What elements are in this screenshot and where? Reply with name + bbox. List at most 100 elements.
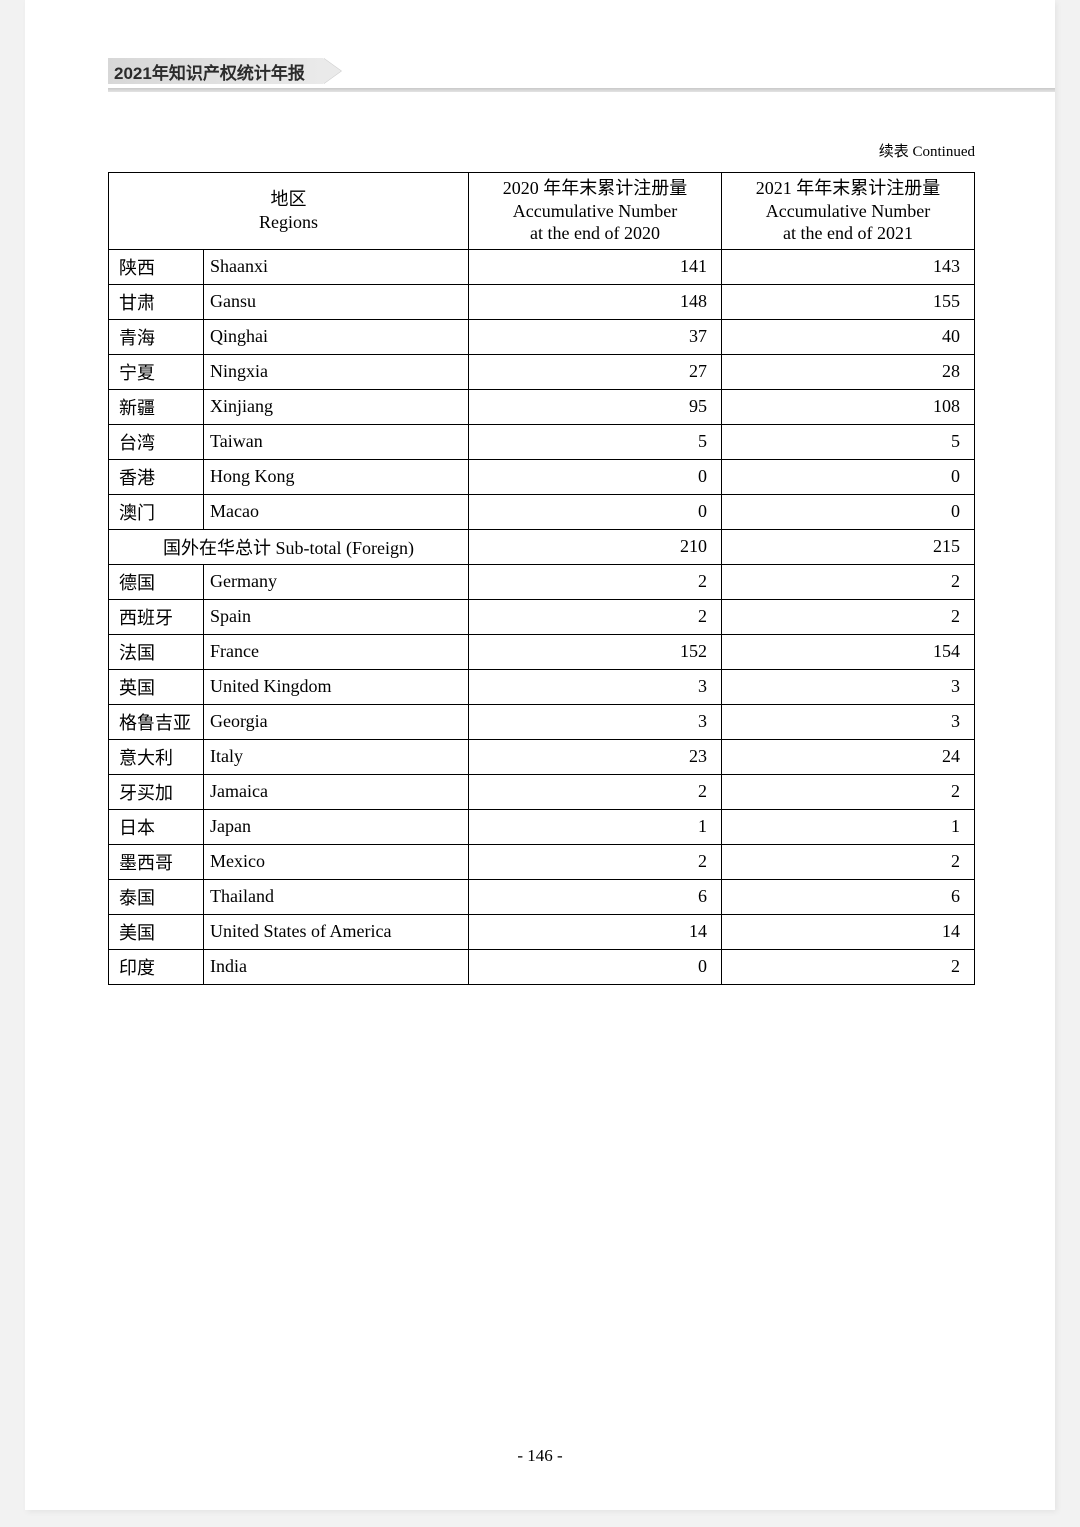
table-row: 西班牙Spain22: [109, 599, 975, 634]
table-row: 日本Japan11: [109, 809, 975, 844]
cell-2021: 14: [722, 914, 975, 949]
data-table: 地区 Regions 2020 年年末累计注册量 Accumulative Nu…: [108, 172, 975, 985]
cell-2020: 0: [469, 949, 722, 984]
cell-region-en: Georgia: [204, 704, 469, 739]
cell-region-en: Qinghai: [204, 319, 469, 354]
cell-2020: 6: [469, 879, 722, 914]
cell-2020: 152: [469, 634, 722, 669]
table-row: 美国United States of America1414: [109, 914, 975, 949]
continued-label: 续表 Continued: [879, 140, 975, 161]
page: 2021年知识产权统计年报 续表 Continued 地区 Regions 20…: [25, 0, 1055, 1510]
col-header-2021-en2: at the end of 2021: [730, 222, 966, 245]
cell-2021: 40: [722, 319, 975, 354]
cell-2021: 143: [722, 249, 975, 284]
cell-2021: 2: [722, 564, 975, 599]
cell-2020: 2: [469, 844, 722, 879]
col-header-2021-en1: Accumulative Number: [730, 200, 966, 223]
cell-region-cn: 香港: [109, 459, 204, 494]
cell-region-en: Taiwan: [204, 424, 469, 459]
cell-2021: 2: [722, 844, 975, 879]
cell-2020: 210: [469, 529, 722, 564]
cell-region-en: India: [204, 949, 469, 984]
cell-2020: 37: [469, 319, 722, 354]
cell-2021: 5: [722, 424, 975, 459]
cell-2021: 6: [722, 879, 975, 914]
cell-2021: 24: [722, 739, 975, 774]
col-header-2020: 2020 年年末累计注册量 Accumulative Number at the…: [469, 173, 722, 250]
cell-region-cn: 英国: [109, 669, 204, 704]
cell-region-cn: 台湾: [109, 424, 204, 459]
cell-region-cn: 美国: [109, 914, 204, 949]
cell-2021: 155: [722, 284, 975, 319]
col-header-2021: 2021 年年末累计注册量 Accumulative Number at the…: [722, 173, 975, 250]
cell-2020: 2: [469, 774, 722, 809]
cell-2021: 2: [722, 949, 975, 984]
cell-region-cn: 德国: [109, 564, 204, 599]
cell-region-en: United Kingdom: [204, 669, 469, 704]
subtotal-label: 国外在华总计 Sub-total (Foreign): [109, 529, 469, 564]
cell-2020: 1: [469, 809, 722, 844]
cell-region-en: Japan: [204, 809, 469, 844]
cell-2020: 5: [469, 424, 722, 459]
cell-region-cn: 新疆: [109, 389, 204, 424]
cell-2020: 3: [469, 669, 722, 704]
cell-region-cn: 西班牙: [109, 599, 204, 634]
cell-region-cn: 日本: [109, 809, 204, 844]
cell-2021: 154: [722, 634, 975, 669]
cell-region-en: Hong Kong: [204, 459, 469, 494]
cell-2021: 28: [722, 354, 975, 389]
table-row: 牙买加Jamaica22: [109, 774, 975, 809]
cell-region-cn: 法国: [109, 634, 204, 669]
cell-region-en: Spain: [204, 599, 469, 634]
cell-region-en: Mexico: [204, 844, 469, 879]
col-header-region-en: Regions: [117, 211, 460, 234]
col-header-2020-en1: Accumulative Number: [477, 200, 713, 223]
table-header-row: 地区 Regions 2020 年年末累计注册量 Accumulative Nu…: [109, 173, 975, 250]
table-wrap: 地区 Regions 2020 年年末累计注册量 Accumulative Nu…: [108, 172, 974, 985]
table-row: 国外在华总计 Sub-total (Foreign)210215: [109, 529, 975, 564]
page-number: - 146 -: [25, 1446, 1055, 1466]
col-header-region: 地区 Regions: [109, 173, 469, 250]
table-body: 陕西Shaanxi141143甘肃Gansu148155青海Qinghai374…: [109, 249, 975, 984]
table-row: 法国France152154: [109, 634, 975, 669]
cell-2021: 0: [722, 459, 975, 494]
table-row: 德国Germany22: [109, 564, 975, 599]
cell-region-en: Jamaica: [204, 774, 469, 809]
col-header-2020-cn: 2020 年年末累计注册量: [477, 177, 713, 200]
cell-2020: 3: [469, 704, 722, 739]
table-row: 格鲁吉亚Georgia33: [109, 704, 975, 739]
cell-2021: 2: [722, 774, 975, 809]
table-row: 意大利Italy2324: [109, 739, 975, 774]
table-row: 英国United Kingdom33: [109, 669, 975, 704]
cell-region-en: Italy: [204, 739, 469, 774]
cell-region-en: Ningxia: [204, 354, 469, 389]
cell-region-cn: 陕西: [109, 249, 204, 284]
cell-region-en: Germany: [204, 564, 469, 599]
table-row: 澳门Macao00: [109, 494, 975, 529]
table-row: 陕西Shaanxi141143: [109, 249, 975, 284]
table-row: 台湾Taiwan55: [109, 424, 975, 459]
header-title: 2021年知识产权统计年报: [114, 59, 305, 84]
table-row: 印度India02: [109, 949, 975, 984]
cell-2020: 2: [469, 599, 722, 634]
cell-region-cn: 澳门: [109, 494, 204, 529]
cell-2020: 23: [469, 739, 722, 774]
cell-region-cn: 泰国: [109, 879, 204, 914]
cell-region-cn: 甘肃: [109, 284, 204, 319]
cell-2020: 148: [469, 284, 722, 319]
cell-region-en: France: [204, 634, 469, 669]
cell-2021: 0: [722, 494, 975, 529]
cell-2021: 3: [722, 669, 975, 704]
header-rule: [108, 88, 1055, 92]
cell-2020: 2: [469, 564, 722, 599]
cell-2021: 2: [722, 599, 975, 634]
cell-2020: 27: [469, 354, 722, 389]
table-row: 香港Hong Kong00: [109, 459, 975, 494]
cell-2020: 95: [469, 389, 722, 424]
cell-region-cn: 格鲁吉亚: [109, 704, 204, 739]
col-header-2021-cn: 2021 年年末累计注册量: [730, 177, 966, 200]
cell-region-en: Xinjiang: [204, 389, 469, 424]
cell-region-cn: 意大利: [109, 739, 204, 774]
cell-region-cn: 青海: [109, 319, 204, 354]
cell-region-cn: 墨西哥: [109, 844, 204, 879]
